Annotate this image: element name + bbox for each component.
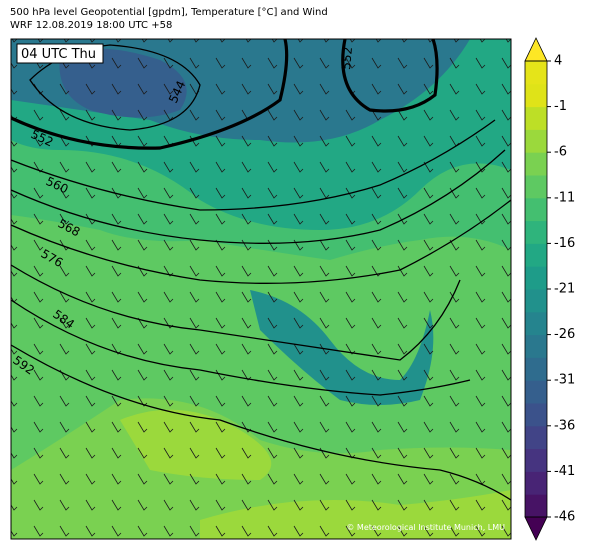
colorbar-band <box>525 403 547 427</box>
colorbar-band <box>525 289 547 313</box>
wind-barbs <box>11 39 511 539</box>
copyright: © Meteorological Institute Munich, LMU <box>346 523 505 532</box>
colorbar-tick-label: -41 <box>554 464 575 479</box>
colorbar-band <box>525 197 547 222</box>
colorbar-tick-label: -36 <box>554 418 575 433</box>
colorbar-band <box>525 266 547 290</box>
map: 04 UTC Thu 552 544 552 560 568 576 584 5… <box>11 39 511 539</box>
colorbar-band <box>525 425 547 450</box>
colorbar-under <box>524 516 548 541</box>
colorbar-tick-label: -11 <box>554 190 575 205</box>
colorbar-band <box>525 311 547 336</box>
colorbar-band <box>525 61 547 85</box>
colorbar-band <box>525 471 547 495</box>
map-frame <box>10 38 512 540</box>
colorbar: 4 -1 -6 -11 -16 -21 -26 -31 -36 -41 -46 <box>524 37 575 541</box>
colorbar-band <box>525 220 547 244</box>
colorbar-band <box>525 129 547 153</box>
colorbar-tick-label: -6 <box>554 145 567 160</box>
colorbar-tick-label: -46 <box>554 510 575 525</box>
time-label: 04 UTC Thu <box>21 47 96 62</box>
colorbar-band <box>525 243 547 267</box>
colorbar-band <box>525 175 547 199</box>
colorbar-tick-label: -16 <box>554 236 575 251</box>
colorbar-band <box>525 357 547 381</box>
colorbar-tick-label: 4 <box>554 54 562 69</box>
colorbar-band <box>525 83 547 108</box>
contour-label: 552 <box>339 46 355 70</box>
colorbar-tick-label: -1 <box>554 99 567 114</box>
header-title: 500 hPa level Geopotential [gpdm], Tempe… <box>10 7 328 18</box>
colorbar-band <box>525 152 547 176</box>
colorbar-band <box>525 334 547 358</box>
colorbar-over <box>524 37 548 62</box>
header-subtitle: WRF 12.08.2019 18:00 UTC +58 <box>10 20 172 31</box>
colorbar-tick-label: -26 <box>554 327 575 342</box>
colorbar-tick-label: -21 <box>554 282 575 297</box>
colorbar-band <box>525 448 547 472</box>
time-label-box <box>16 43 104 64</box>
colorbar-band <box>525 494 547 518</box>
colorbar-band <box>525 106 547 130</box>
colorbar-band <box>525 380 547 404</box>
colorbar-tick-label: -31 <box>554 373 575 388</box>
